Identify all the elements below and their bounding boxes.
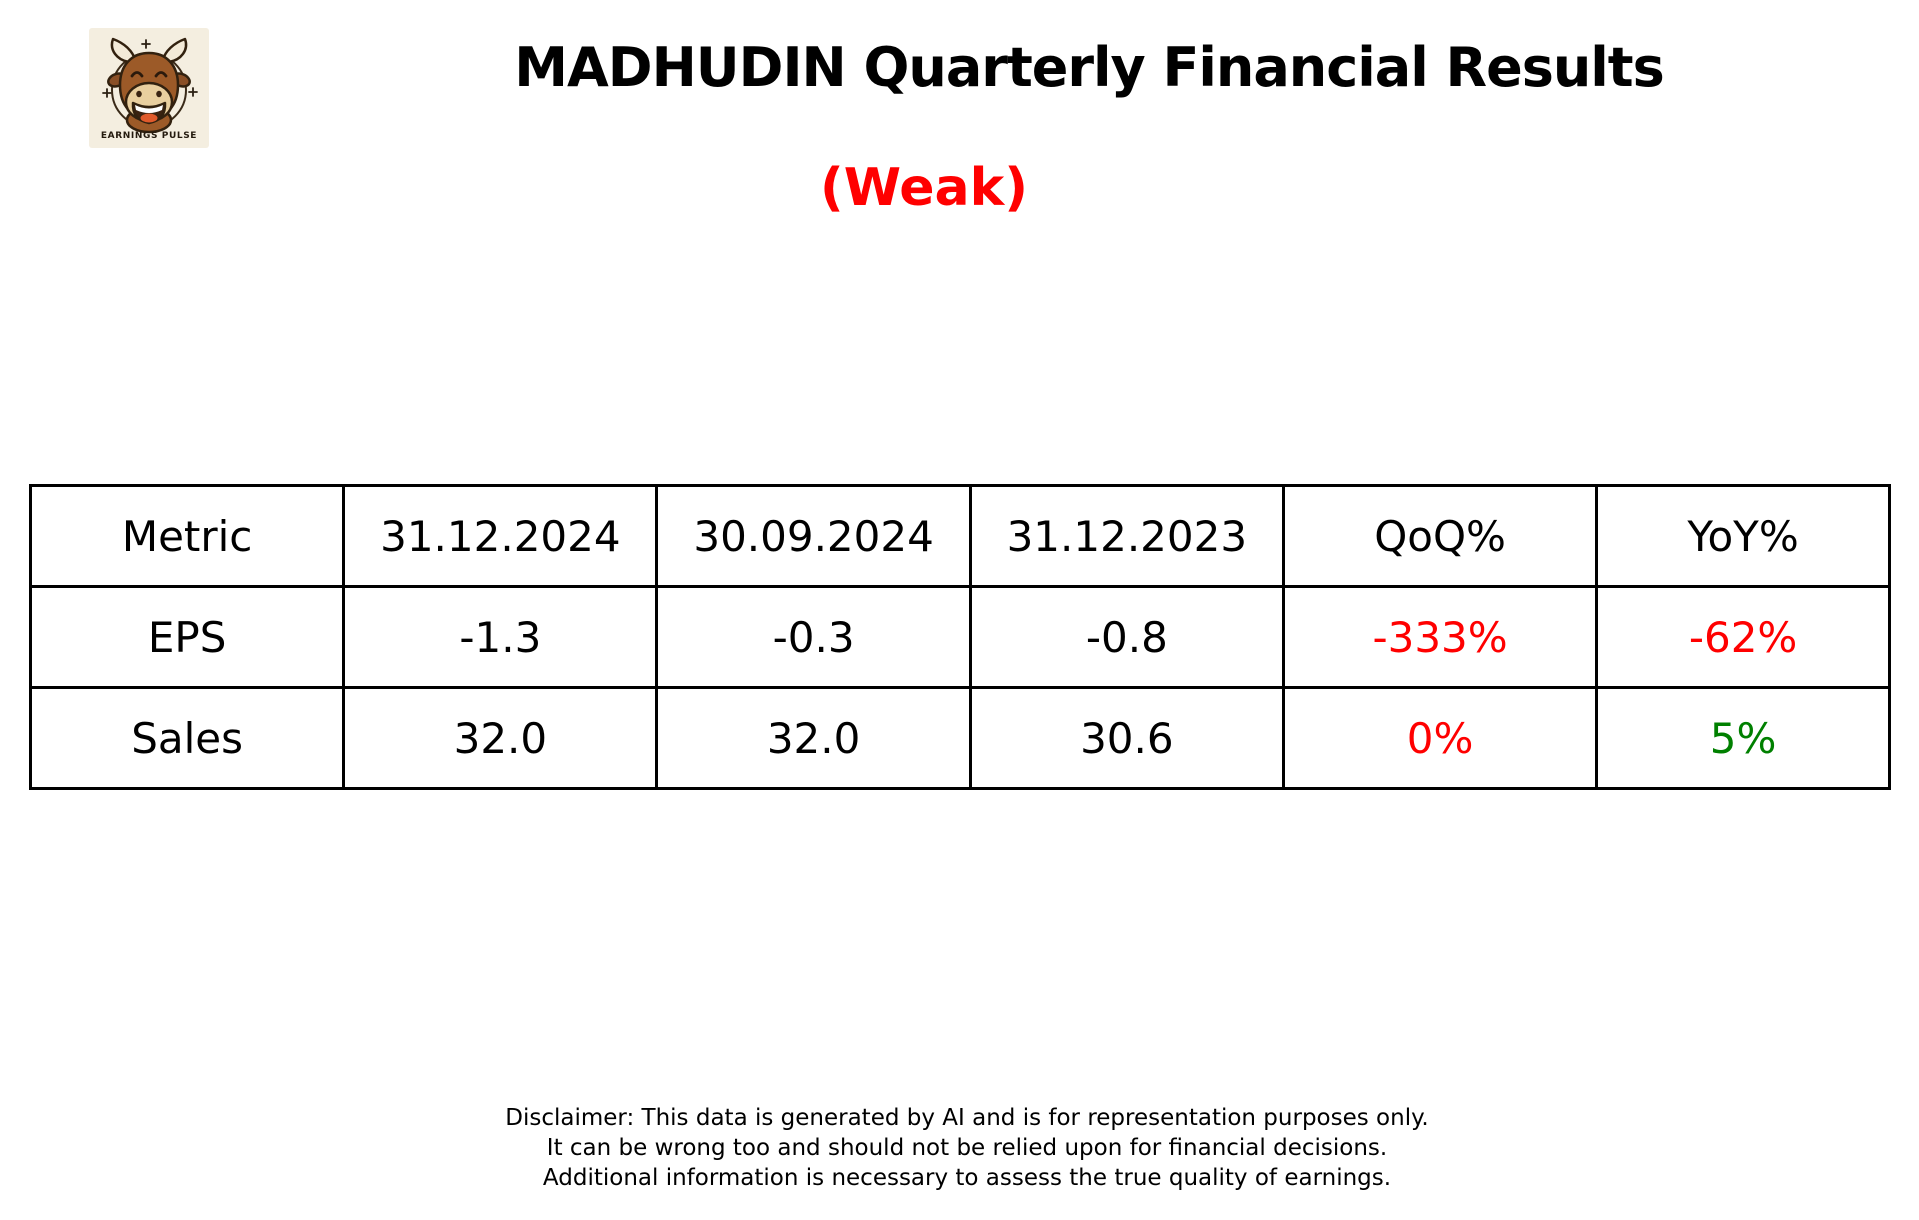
value-cell: -0.3 [655, 585, 972, 689]
page-title: MADHUDIN Quarterly Financial Results [514, 36, 1665, 99]
header-cell-metric: Metric [28, 484, 346, 588]
yoy-cell: -62% [1595, 585, 1891, 689]
laughing-bull-icon: EARNINGS PULSE [89, 28, 209, 148]
logo-caption: EARNINGS PULSE [101, 131, 197, 141]
value-cell: -0.8 [968, 585, 1285, 689]
table-row-eps: EPS -1.3 -0.3 -0.8 -333% -62% [28, 585, 1891, 689]
header-cell-period-1: 31.12.2024 [342, 484, 659, 588]
earnings-pulse-logo: EARNINGS PULSE [89, 28, 209, 148]
header-cell-period-3: 31.12.2023 [968, 484, 1285, 588]
table-row-sales: Sales 32.0 32.0 30.6 0% 5% [28, 686, 1891, 790]
metric-label: Sales [28, 686, 346, 790]
metric-label: EPS [28, 585, 346, 689]
yoy-cell: 5% [1595, 686, 1891, 790]
header-cell-qoq: QoQ% [1281, 484, 1599, 588]
disclaimer-line: Additional information is necessary to a… [542, 1165, 1392, 1191]
disclaimer: Disclaimer: This data is generated by AI… [505, 1103, 1428, 1193]
qoq-cell: -333% [1281, 585, 1599, 689]
value-cell: 32.0 [342, 686, 659, 790]
qoq-cell: 0% [1281, 686, 1599, 790]
value-cell: 30.6 [968, 686, 1285, 790]
header-cell-yoy: YoY% [1595, 484, 1891, 588]
value-cell: 32.0 [655, 686, 972, 790]
table-header-row: Metric 31.12.2024 30.09.2024 31.12.2023 … [28, 484, 1891, 588]
results-table: Metric 31.12.2024 30.09.2024 31.12.2023 … [28, 484, 1891, 790]
disclaimer-line: Disclaimer: This data is generated by AI… [505, 1105, 1429, 1131]
verdict-subtitle: (Weak) [820, 158, 1028, 218]
header-cell-period-2: 30.09.2024 [655, 484, 972, 588]
disclaimer-line: It can be wrong too and should not be re… [546, 1135, 1388, 1161]
value-cell: -1.3 [342, 585, 659, 689]
